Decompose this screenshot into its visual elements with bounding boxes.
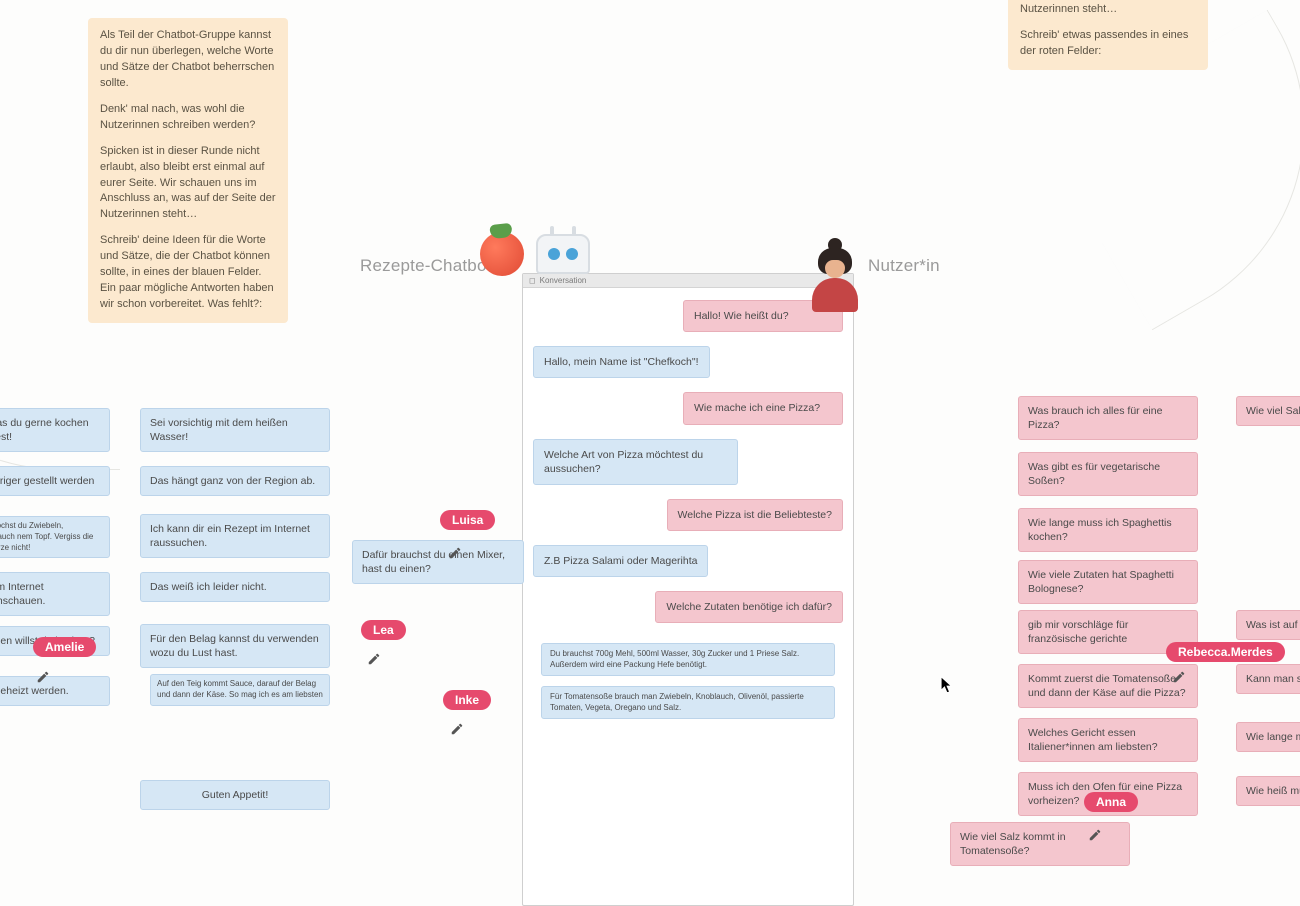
idea-card[interactable]: Das hängt ganz von der Region ab.: [140, 466, 330, 496]
instruction-note-left[interactable]: Als Teil der Chatbot-Gruppe kannst du di…: [88, 18, 288, 323]
idea-card[interactable]: ch im Internet nachschauen.: [0, 572, 110, 616]
user-presence-pill[interactable]: Lea: [361, 620, 406, 640]
idea-card[interactable]: niedriger gestellt werden: [0, 466, 110, 496]
user-message[interactable]: Welche Pizza ist die Beliebteste?: [667, 499, 843, 531]
idea-card[interactable]: ppe kochst du Zwiebeln, Knoblauch nem To…: [0, 516, 110, 558]
question-card[interactable]: Kann man stat: [1236, 664, 1300, 694]
user-presence-pill[interactable]: Rebecca.Merdes: [1166, 642, 1285, 662]
question-card[interactable]: Wie viel Salz kommt in Tomatensoße?: [950, 822, 1130, 866]
section-label-left: Rezepte-Chatbot: [360, 256, 492, 276]
bot-message-small[interactable]: Für Tomatensoße brauch man Zwiebeln, Kno…: [541, 686, 835, 719]
question-card[interactable]: Was ist auf ei: [1236, 610, 1300, 640]
tomato-icon: [480, 232, 524, 276]
note-paragraph: Schreib' deine Ideen für die Worte und S…: [100, 233, 276, 313]
user-message[interactable]: Welche Zutaten benötige ich dafür?: [655, 591, 843, 623]
question-card[interactable]: Wie lange mu: [1236, 722, 1300, 752]
bot-message[interactable]: Welche Art von Pizza möchtest du aussuch…: [533, 439, 738, 485]
question-card[interactable]: Wie viel Salz b: [1236, 396, 1300, 426]
question-card[interactable]: Wie heiß muss sein?: [1236, 776, 1300, 806]
idea-card[interactable]: Guten Appetit!: [140, 780, 330, 810]
user-avatar-icon: [810, 248, 860, 312]
user-message[interactable]: Wie mache ich eine Pizza?: [683, 392, 843, 424]
note-paragraph: Denk' mal nach, was wohl die Nutzerinnen…: [100, 102, 276, 134]
question-card[interactable]: Welches Gericht essen Italiener*innen am…: [1018, 718, 1198, 762]
pencil-icon: [1172, 670, 1186, 684]
bot-message-small[interactable]: Du brauchst 700g Mehl, 500ml Wasser, 30g…: [541, 643, 835, 676]
pencil-icon: [1088, 828, 1102, 842]
user-presence-pill[interactable]: Inke: [443, 690, 491, 710]
conversation-window[interactable]: ◻ Konversation Hallo! Wie heißt du? Hall…: [522, 273, 854, 906]
window-titlebar[interactable]: ◻ Konversation: [523, 274, 853, 288]
bot-message[interactable]: Hallo, mein Name ist "Chefkoch"!: [533, 346, 710, 378]
idea-card[interactable]: Dafür brauchst du einen Mixer, hast du e…: [352, 540, 524, 584]
pencil-icon: [367, 652, 381, 666]
bot-message[interactable]: Z.B Pizza Salami oder Magerihta: [533, 545, 708, 577]
question-card[interactable]: Wie viele Zutaten hat Spaghetti Bolognes…: [1018, 560, 1198, 604]
question-card[interactable]: Kommt zuerst die Tomatensoße und dann de…: [1018, 664, 1198, 708]
instruction-note-right[interactable]: eurer Seite. Wir schauen uns im Anschlus…: [1008, 0, 1208, 70]
pencil-icon: [36, 670, 50, 684]
note-paragraph: Schreib' etwas passendes in eines der ro…: [1020, 28, 1196, 60]
idea-card[interactable]: Ich kann dir ein Rezept im Internet raus…: [140, 514, 330, 558]
user-presence-pill[interactable]: Luisa: [440, 510, 495, 530]
note-paragraph: eurer Seite. Wir schauen uns im Anschlus…: [1020, 0, 1196, 18]
idea-card[interactable]: Auf den Teig kommt Sauce, darauf der Bel…: [150, 674, 330, 706]
question-card[interactable]: Wie lange muss ich Spaghettis kochen?: [1018, 508, 1198, 552]
user-presence-pill[interactable]: Amelie: [33, 637, 96, 657]
window-title: Konversation: [540, 276, 587, 285]
idea-card[interactable]: Sei vorsichtig mit dem heißen Wasser!: [140, 408, 330, 452]
idea-card[interactable]: Das weiß ich leider nicht.: [140, 572, 330, 602]
titlebar-dot-icon: ◻: [529, 276, 536, 285]
note-paragraph: Spicken ist in dieser Runde nicht erlaub…: [100, 144, 276, 224]
idea-card[interactable]: Für den Belag kannst du verwenden wozu d…: [140, 624, 330, 668]
section-label-right: Nutzer*in: [868, 256, 940, 276]
question-card[interactable]: Was brauch ich alles für eine Pizza?: [1018, 396, 1198, 440]
question-card[interactable]: Was gibt es für vegetarische Soßen?: [1018, 452, 1198, 496]
mouse-cursor-icon: [940, 676, 954, 696]
user-presence-pill[interactable]: Anna: [1084, 792, 1138, 812]
pencil-icon: [450, 722, 464, 736]
idea-card[interactable]: vorgeheizt werden.: [0, 676, 110, 706]
robot-avatar-icon: [536, 234, 590, 274]
whiteboard-canvas[interactable]: Als Teil der Chatbot-Gruppe kannst du di…: [0, 0, 1300, 906]
pencil-icon: [448, 546, 462, 560]
conversation-body: Hallo! Wie heißt du? Hallo, mein Name is…: [523, 288, 853, 741]
idea-card[interactable]: ir was du gerne kochen ürdest!: [0, 408, 110, 452]
note-paragraph: Als Teil der Chatbot-Gruppe kannst du di…: [100, 28, 276, 92]
